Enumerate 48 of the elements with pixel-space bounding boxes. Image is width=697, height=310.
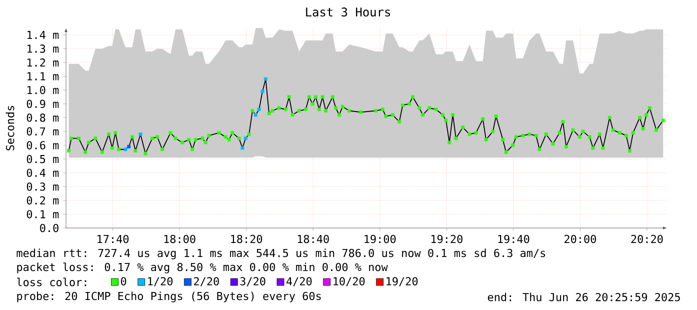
y-axis-title: Seconds <box>6 106 14 150</box>
y-tick-label: 0.3 m <box>26 182 59 191</box>
x-tick-label: 18:20 <box>231 234 262 244</box>
y-tick-label: 0.7 m <box>26 127 59 136</box>
text: median rtt: 727.4 us avg 1.1 ms max 544.5 us min 786.0 us now 0.1 ms sd 6.3 am/s <box>16 248 546 260</box>
x-tick-label: 18:00 <box>164 234 196 244</box>
x-tick-label: 19:40 <box>498 234 530 244</box>
y-tick-label: 0.4 m <box>26 168 59 177</box>
x-tick-label: 19:00 <box>364 234 396 244</box>
point <box>257 108 261 112</box>
legend-label: 4/20 <box>286 277 312 286</box>
point <box>254 113 258 117</box>
legend-label: 10/20 <box>334 277 365 286</box>
x-tick-label: 20:00 <box>564 234 596 244</box>
text: probe: 20 ICMP Echo Pings (56 Bytes) every 60s <box>17 292 321 302</box>
x-tick-label: 20:20 <box>631 234 663 244</box>
y-tick-label: 1.2 m <box>27 58 59 67</box>
y-tick-label: 0.8 m <box>26 114 59 122</box>
x-tick-label: 18:40 <box>298 234 329 244</box>
legend-title: loss color: <box>17 278 86 286</box>
point <box>260 90 264 94</box>
y-tick-label: 0.1 m <box>26 210 59 218</box>
point <box>138 132 142 136</box>
y-tick-label: 0.5 m <box>26 154 59 164</box>
point <box>124 148 128 152</box>
legend-label: 2/20 <box>194 277 219 286</box>
y-tick-label: 1.0 m <box>27 86 59 94</box>
y-tick-label: 0.6 m <box>26 141 59 150</box>
text: end: Thu Jun 26 20:25:59 2025 <box>488 292 680 302</box>
y-tick-label: 0.0 <box>40 224 58 232</box>
line-series <box>68 78 664 154</box>
y-tick-label: 1.3 m <box>27 44 59 53</box>
legend-label: 19/20 <box>386 277 418 286</box>
y-tick-label: 0.9 m <box>26 100 59 108</box>
legend-label: 3/20 <box>240 277 266 286</box>
point <box>264 77 268 81</box>
chart-title: Last 3 Hours <box>306 7 390 17</box>
point <box>240 146 244 150</box>
y-tick-label: 0.2 m <box>26 196 59 205</box>
legend-label: 1/20 <box>148 277 173 286</box>
point <box>244 136 248 140</box>
y-tick-label: 1.4 m <box>27 30 59 39</box>
x-tick-label: 19:20 <box>431 234 462 244</box>
point <box>127 144 131 148</box>
x-tick-label: 17:40 <box>98 234 129 244</box>
text: packet loss: 0.17 % avg 8.50 % max 0.00 % min 0.00 % now <box>17 262 388 274</box>
legend-label: 0 <box>120 277 126 286</box>
y-tick-label: 1.1 m <box>27 72 59 80</box>
